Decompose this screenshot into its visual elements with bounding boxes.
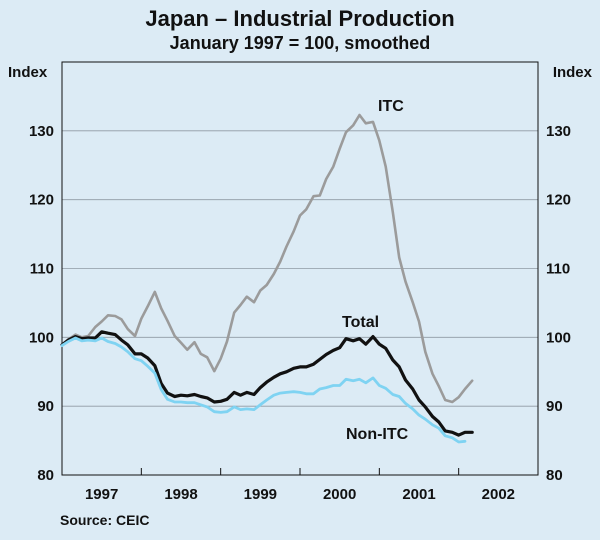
y-tick-label-right: 80 — [546, 467, 563, 484]
series-line-total — [60, 330, 474, 437]
x-tick-label: 1997 — [85, 486, 118, 503]
y-axis-label-right: Index — [553, 64, 593, 81]
y-tick-label-left: 110 — [30, 261, 54, 278]
source-note: Source: CEIC — [60, 512, 150, 528]
series-label-itc: ITC — [378, 98, 404, 115]
y-tick-label-right: 90 — [546, 398, 563, 415]
y-tick-label-left: 120 — [29, 192, 54, 209]
y-tick-label-right: 130 — [546, 123, 571, 140]
y-tick-label-right: 100 — [546, 329, 571, 346]
series-line-non-itc — [60, 336, 467, 444]
chart-subtitle: January 1997 = 100, smoothed — [169, 33, 431, 53]
x-tick-label: 2001 — [402, 486, 435, 503]
series-lines — [60, 113, 474, 444]
x-tick-label: 1999 — [244, 486, 277, 503]
y-tick-label-left: 90 — [37, 398, 54, 415]
y-tick-label-left: 130 — [29, 123, 54, 140]
series-line-itc — [60, 113, 474, 404]
x-tick-label: 1998 — [164, 486, 197, 503]
series-label-non-itc: Non-ITC — [346, 426, 409, 443]
grid — [62, 130, 538, 407]
y-tick-label-left: 80 — [37, 467, 54, 484]
series-label-total: Total — [342, 314, 379, 331]
chart-title: Japan – Industrial Production — [145, 6, 455, 31]
y-axis-label-left: Index — [8, 64, 48, 81]
axis-ticks: 80 80 90 90 100 100 110 110 120 120 130 130 1997 1998… — [29, 123, 571, 503]
y-tick-label-right: 110 — [546, 261, 570, 278]
x-tick-label: 2002 — [482, 486, 515, 503]
x-tick-label: 2000 — [323, 486, 356, 503]
y-tick-label-left: 100 — [29, 329, 54, 346]
y-tick-label-right: 120 — [546, 192, 571, 209]
